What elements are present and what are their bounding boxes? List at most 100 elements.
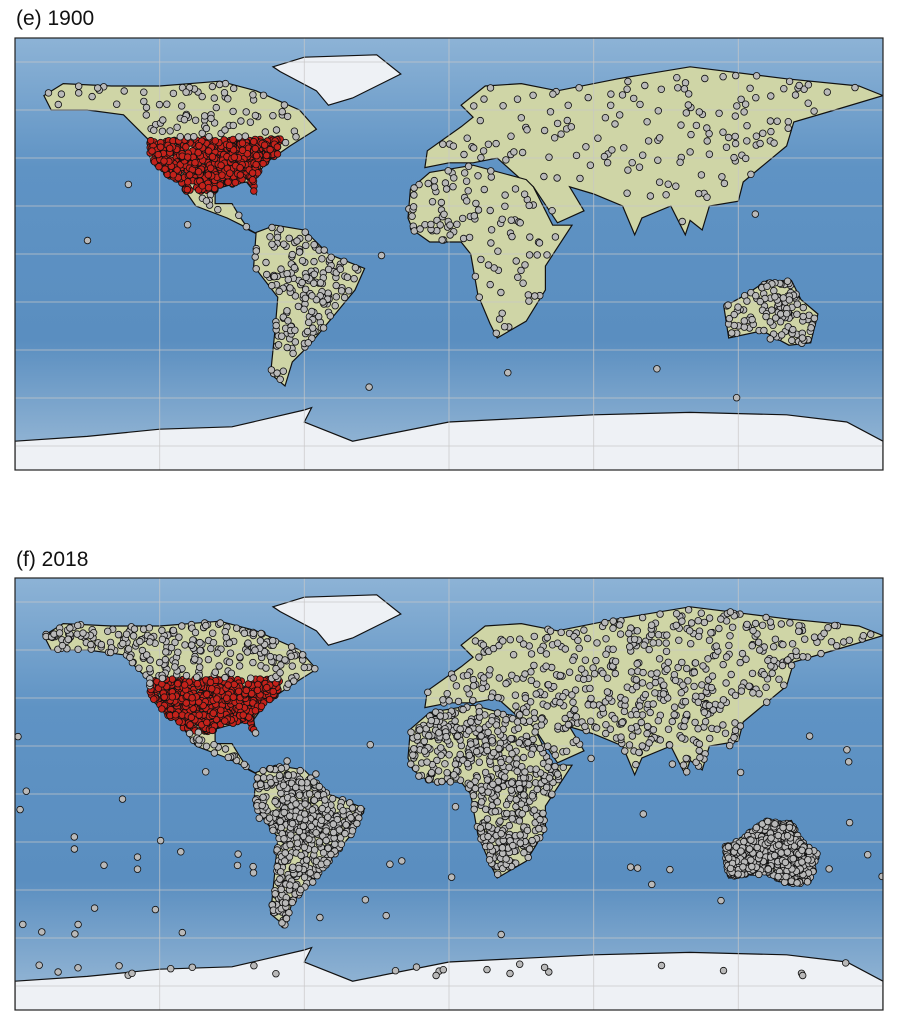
station-marker <box>408 212 416 220</box>
station-marker <box>677 689 685 697</box>
station-marker <box>514 273 522 281</box>
station-marker <box>474 206 483 214</box>
station-marker <box>201 768 210 776</box>
station-marker <box>618 91 627 99</box>
station-marker <box>158 674 167 682</box>
station-marker <box>230 153 238 161</box>
station-marker <box>178 928 186 937</box>
station-marker <box>511 185 520 193</box>
station-marker <box>229 693 238 701</box>
station-marker <box>207 644 215 653</box>
station-marker <box>715 109 723 117</box>
station-marker <box>709 706 717 714</box>
station-marker <box>682 109 690 117</box>
station-marker <box>678 658 686 667</box>
station-marker <box>308 292 316 300</box>
station-marker <box>302 241 310 250</box>
station-marker <box>272 321 280 330</box>
station-marker <box>312 829 320 837</box>
station-marker <box>587 694 595 703</box>
station-marker <box>528 792 537 800</box>
station-marker <box>531 728 539 736</box>
station-marker <box>221 627 229 636</box>
station-marker <box>438 777 446 786</box>
station-marker <box>286 812 294 820</box>
station-marker <box>339 807 347 815</box>
station-marker <box>768 306 776 314</box>
station-marker <box>211 137 219 145</box>
station-marker <box>601 113 610 122</box>
station-marker <box>298 779 306 787</box>
station-marker <box>672 621 680 629</box>
station-marker <box>779 823 787 832</box>
station-marker <box>639 668 647 677</box>
station-marker <box>160 693 168 701</box>
station-marker <box>480 95 488 103</box>
station-marker <box>268 223 276 232</box>
station-marker <box>180 115 189 124</box>
station-marker <box>544 742 552 750</box>
station-marker <box>351 264 360 272</box>
station-marker <box>154 150 162 159</box>
station-marker <box>697 609 705 617</box>
station-marker <box>287 643 296 651</box>
station-marker <box>221 126 229 134</box>
station-marker <box>187 713 196 722</box>
station-marker <box>475 653 483 661</box>
station-marker <box>178 622 186 630</box>
station-marker <box>620 707 629 716</box>
station-marker <box>202 124 211 133</box>
station-marker <box>687 619 696 627</box>
station-marker <box>467 740 475 748</box>
station-marker <box>501 773 509 781</box>
station-marker <box>302 856 311 864</box>
station-marker <box>502 716 510 724</box>
station-marker <box>793 879 801 887</box>
station-marker <box>755 690 763 698</box>
station-marker <box>603 158 612 167</box>
station-marker <box>732 394 741 402</box>
station-marker <box>621 747 629 755</box>
station-marker <box>268 240 276 248</box>
station-marker <box>190 132 198 141</box>
station-marker <box>657 961 666 970</box>
station-marker <box>523 826 532 835</box>
station-marker <box>308 806 317 814</box>
station-marker <box>310 240 318 249</box>
station-marker <box>280 101 289 109</box>
station-marker <box>248 169 257 177</box>
station-marker <box>740 108 748 116</box>
station-marker <box>548 790 556 798</box>
station-marker <box>574 636 582 645</box>
station-marker <box>348 804 357 812</box>
station-marker <box>249 658 257 667</box>
station-marker <box>764 865 772 873</box>
station-marker <box>173 166 181 174</box>
station-marker <box>180 681 189 689</box>
station-marker <box>248 176 257 184</box>
station-marker <box>770 287 778 295</box>
station-marker <box>510 148 518 156</box>
station-marker <box>783 848 792 856</box>
station-marker <box>537 646 545 654</box>
station-marker <box>226 169 234 177</box>
station-marker <box>472 747 481 756</box>
station-marker <box>333 815 341 824</box>
station-marker <box>762 312 770 321</box>
station-marker <box>252 151 261 160</box>
station-marker <box>508 779 516 787</box>
station-marker <box>415 180 423 189</box>
station-marker <box>520 791 528 799</box>
station-marker <box>286 284 294 292</box>
station-marker <box>133 865 142 873</box>
station-marker <box>74 964 82 972</box>
station-marker <box>527 750 535 758</box>
station-marker <box>175 633 183 641</box>
station-marker <box>494 785 502 793</box>
station-marker <box>207 114 215 123</box>
station-marker <box>284 680 292 688</box>
station-marker <box>410 745 418 753</box>
station-marker <box>240 629 249 637</box>
station-marker <box>630 94 638 103</box>
station-marker <box>758 621 767 629</box>
